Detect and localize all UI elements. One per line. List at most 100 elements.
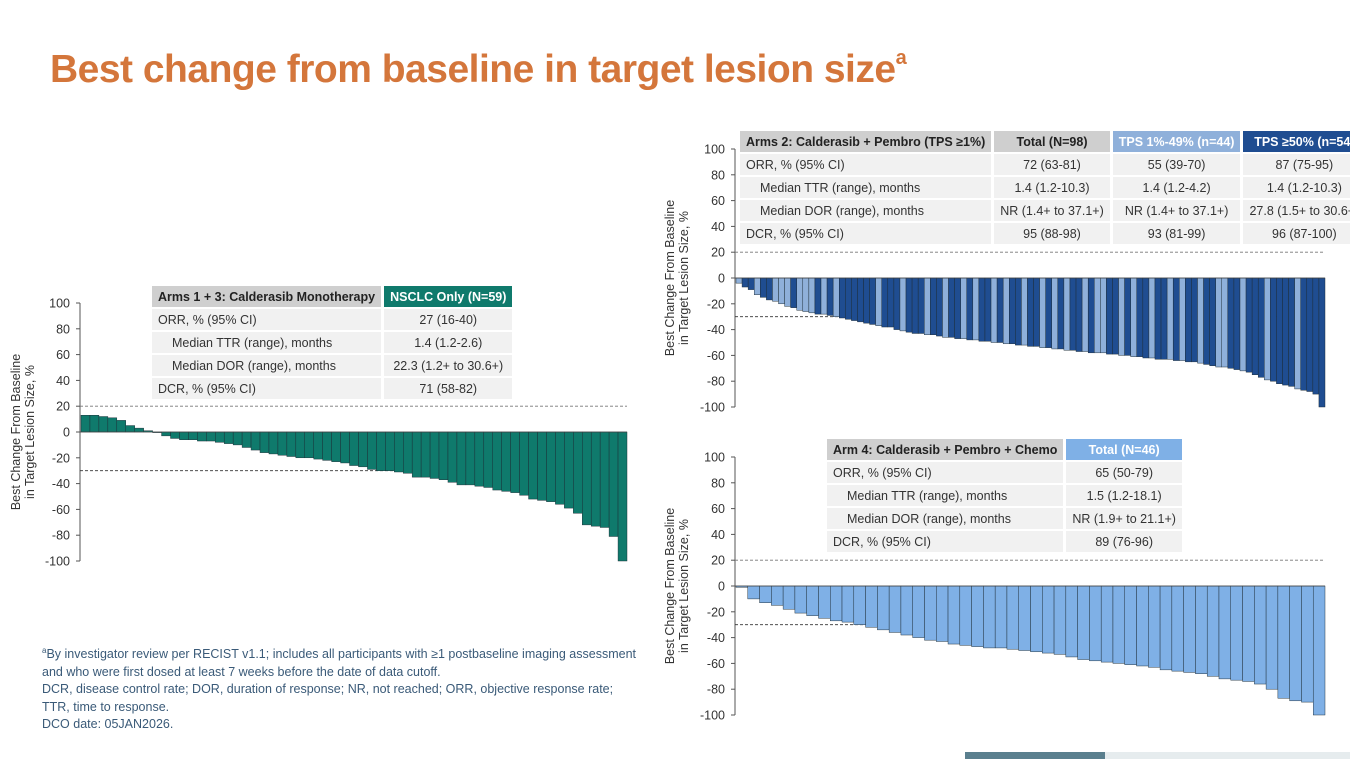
- arm2-bar: [778, 277, 785, 305]
- arm2-bar: [930, 277, 937, 335]
- arm4-bar: [794, 585, 807, 614]
- arm13-bar: [590, 431, 601, 527]
- arm13-header-total: NSCLC Only (N=59): [384, 286, 513, 307]
- arm13-y-tick-label: -100: [45, 555, 70, 569]
- arm2-bar: [966, 277, 974, 341]
- arm13-bar: [599, 431, 610, 528]
- arm4-bar: [771, 585, 784, 606]
- arm4-y-tick-label: -20: [707, 605, 725, 619]
- arm4-bar: [1065, 585, 1078, 658]
- arm2-bar: [942, 277, 949, 338]
- arm4-bar: [1289, 585, 1302, 702]
- table-row: Median TTR (range), months 1.4 (1.2-2.6): [152, 332, 513, 353]
- table-row: Median DOR (range), months NR (1.4+ to 3…: [740, 200, 1350, 221]
- arm2-bar: [1300, 277, 1308, 391]
- arm4-bar: [1206, 585, 1220, 677]
- arm2-bar: [996, 277, 1004, 343]
- arm4-bar: [959, 585, 972, 646]
- arm4-bar: [1006, 585, 1019, 650]
- arm2-bar: [1197, 277, 1204, 364]
- arm4-bar: [747, 585, 760, 600]
- arm2-y-tick-label: 0: [718, 272, 725, 286]
- row-label: Median TTR (range), months: [740, 177, 992, 198]
- table-row: Median DOR (range), months NR (1.9+ to 2…: [827, 508, 1182, 529]
- arm13-bar: [438, 431, 449, 480]
- table-row: Median DOR (range), months 22.3 (1.2+ to…: [152, 355, 513, 376]
- arm2-y-tick-label: -100: [700, 401, 725, 415]
- arm2-bar: [1172, 277, 1180, 361]
- arm13-bar: [331, 431, 341, 462]
- arm13-y-tick-label: -40: [52, 477, 70, 491]
- arm4-bar: [936, 585, 949, 642]
- row-label: ORR, % (95% CI): [152, 309, 382, 330]
- arm13-bar: [474, 431, 485, 487]
- arm13-bar: [295, 431, 305, 459]
- row-value: 22.3 (1.2+ to 30.6+): [384, 355, 513, 376]
- arm2-bar: [1185, 277, 1192, 363]
- arm2-summary-table: Arms 2: Calderasib + Pembro (TPS ≥1%) To…: [737, 129, 1350, 246]
- arm13-bar: [206, 431, 216, 442]
- arm2-bar: [1306, 277, 1314, 392]
- arm2-bar: [760, 277, 767, 298]
- arm2-bar: [1081, 277, 1089, 352]
- footnote-dco-date: DCO date: 05JAN2026.: [42, 717, 174, 732]
- arm13-bar: [564, 431, 574, 509]
- table-header-row: Arm 4: Calderasib + Pembro + Chemo Total…: [827, 439, 1182, 460]
- arm13-bar: [385, 431, 395, 471]
- arm13-bar: [232, 431, 243, 446]
- row-label: ORR, % (95% CI): [740, 154, 992, 175]
- arm4-bar: [865, 585, 878, 628]
- arm4-y-tick-label: -80: [707, 683, 725, 697]
- arm2-bar: [845, 277, 852, 320]
- arm4-bar: [1089, 585, 1102, 662]
- arm13-bar: [483, 431, 493, 488]
- arm4-bar: [1242, 585, 1255, 682]
- row-value: 71 (58-82): [384, 378, 513, 399]
- arm2-bar: [978, 277, 986, 342]
- arm2-bar: [766, 277, 773, 301]
- arm4-bar: [782, 585, 796, 610]
- arm13-bar: [161, 431, 171, 437]
- arm13-bar: [259, 431, 270, 453]
- arm13-bar: [215, 431, 225, 443]
- row-value: 1.5 (1.2-18.1): [1066, 485, 1182, 506]
- arm2-bar: [875, 277, 882, 326]
- row-value: 89 (76-96): [1066, 531, 1182, 552]
- arm4-bar: [1218, 585, 1231, 680]
- arm2-bar: [960, 277, 967, 339]
- arm2-bar: [899, 277, 907, 332]
- row-value: NR (1.4+ to 37.1+): [1112, 200, 1241, 221]
- arm2-bar: [984, 277, 992, 342]
- row-label: DCR, % (95% CI): [827, 531, 1064, 552]
- row-value: 55 (39-70): [1112, 154, 1241, 175]
- table-header-row: Arms 2: Calderasib + Pembro (TPS ≥1%) To…: [740, 131, 1350, 152]
- arm2-bar: [1063, 277, 1071, 351]
- arm13-bar: [313, 431, 323, 460]
- arm2-bar: [1276, 277, 1283, 385]
- arm13-bar: [358, 431, 368, 468]
- footnote-abbreviations: DCR, disease control rate; DOR, duration…: [42, 682, 614, 714]
- arm4-bar: [1124, 585, 1137, 665]
- arm13-bar: [241, 431, 252, 448]
- arm2-bar: [1051, 277, 1059, 350]
- arm2-bar: [1312, 277, 1320, 395]
- arm13-bar: [286, 431, 297, 457]
- arm13-bar: [465, 431, 476, 486]
- arm4-bar: [806, 585, 819, 616]
- arm13-y-tick-label: 60: [56, 348, 70, 362]
- arm13-bar: [420, 431, 431, 478]
- arm2-bar: [990, 277, 998, 343]
- arm2-bar: [1282, 277, 1289, 386]
- arm13-bar: [188, 431, 198, 440]
- arm2-bar: [1294, 277, 1301, 390]
- row-label: Median DOR (range), months: [827, 508, 1064, 529]
- arm4-y-tick-label: 100: [704, 451, 725, 465]
- arm4-y-tick-label: 80: [711, 476, 725, 490]
- row-label: Median DOR (range), months: [152, 355, 382, 376]
- arm2-bar: [808, 277, 816, 314]
- arm13-y-axis-label: Best Change From Baseline: [9, 354, 23, 510]
- arm2-bar: [820, 277, 828, 315]
- arm2-header-label: Arms 2: Calderasib + Pembro (TPS ≥1%): [740, 131, 992, 152]
- row-label: DCR, % (95% CI): [740, 223, 992, 244]
- arm4-bar: [1277, 585, 1290, 699]
